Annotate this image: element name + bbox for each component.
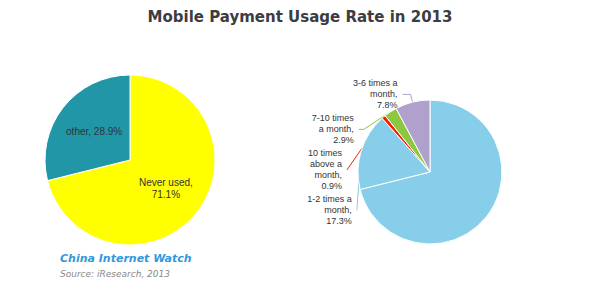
svg-text:month,: month, (324, 205, 352, 215)
svg-text:7.8%: 7.8% (377, 100, 398, 110)
svg-text:Never used,: Never used, (139, 177, 193, 188)
svg-text:2.9%: 2.9% (333, 135, 354, 145)
svg-text:Mobile Payment Usage Rate in 2: Mobile Payment Usage Rate in 2013 (148, 8, 453, 26)
svg-text:month,: month, (315, 170, 343, 180)
svg-text:Source: iResearch, 2013: Source: iResearch, 2013 (60, 269, 170, 279)
svg-text:17.3%: 17.3% (326, 216, 352, 226)
svg-text:7-10 times: 7-10 times (312, 113, 355, 123)
svg-text:above a: above a (310, 159, 342, 169)
svg-text:10 times: 10 times (308, 148, 343, 158)
svg-text:3-6 times a: 3-6 times a (353, 78, 398, 88)
svg-text:1-2 times a: 1-2 times a (307, 194, 352, 204)
svg-text:a month,: a month, (319, 124, 354, 134)
svg-text:other, 28.9%: other, 28.9% (66, 126, 122, 137)
svg-text:China Internet Watch: China Internet Watch (60, 252, 192, 265)
svg-text:71.1%: 71.1% (152, 189, 180, 200)
svg-text:0.9%: 0.9% (322, 181, 343, 191)
svg-text:month,: month, (370, 89, 398, 99)
